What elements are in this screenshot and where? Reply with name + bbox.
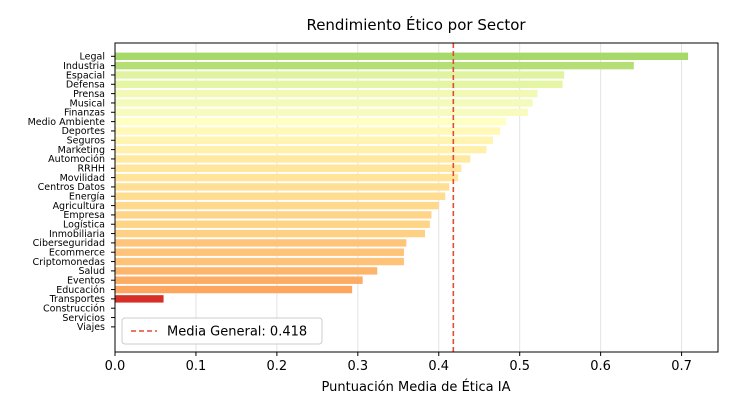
plot-frame (114, 42, 719, 353)
y-tick-label: Deportes (62, 126, 105, 137)
bars (115, 52, 689, 303)
legend-box (121, 317, 323, 345)
bar (115, 192, 446, 200)
y-tick-label: Movilidad (60, 173, 105, 184)
y-tick-label: Educación (56, 285, 105, 296)
y-tick-label: Inmobiliaria (49, 229, 105, 240)
x-tick-label: 0.4 (428, 359, 449, 374)
bar (115, 239, 407, 247)
bar (115, 136, 493, 144)
bar (115, 80, 563, 88)
bar (115, 108, 528, 116)
bar (115, 71, 565, 79)
y-tick-label: Industria (63, 61, 105, 72)
bar (115, 267, 378, 275)
y-tick-label: Seguros (67, 136, 105, 147)
bar (115, 276, 363, 284)
y-tick-label: Automoción (48, 154, 105, 165)
x-tick-label: 0.7 (671, 359, 692, 374)
y-tick-label: Viajes (77, 322, 105, 333)
bar (115, 257, 404, 266)
x-tick-label: 0.0 (105, 359, 126, 374)
y-tick-label: Espacial (66, 70, 105, 81)
x-tick-label: 0.2 (267, 359, 288, 374)
bar (115, 145, 487, 154)
bar (115, 61, 634, 70)
bar (115, 211, 432, 219)
bar (115, 127, 501, 135)
y-tick-label: Servicios (62, 313, 105, 324)
y-tick-label: Construcción (43, 304, 105, 315)
y-tick-label: Criptomonedas (33, 257, 106, 268)
bar (115, 229, 425, 238)
y-tick-labels: LegalIndustriaEspacialDefensaPrensaMusic… (28, 52, 115, 333)
y-tick-label: Logística (63, 220, 105, 231)
bar (115, 52, 689, 60)
y-tick-label: Empresa (63, 210, 105, 221)
y-tick-label: Agricultura (53, 201, 105, 212)
x-tick-label: 0.6 (590, 359, 611, 374)
y-tick-label: Marketing (58, 145, 105, 156)
y-tick-label: Legal (80, 52, 105, 63)
y-tick-label: Medio Ambiente (28, 117, 106, 128)
bar (115, 117, 506, 126)
bar (115, 155, 471, 163)
legend-label: Media General: 0.418 (167, 325, 307, 340)
y-tick-label: Finanzas (64, 108, 105, 119)
x-tick-label: 0.1 (186, 359, 207, 374)
bar (115, 173, 459, 182)
y-tick-label: Transportes (49, 294, 105, 305)
bar (115, 248, 404, 256)
bar (115, 295, 164, 303)
y-tick-label: Ciberseguridad (33, 238, 105, 249)
y-tick-label: RRHH (78, 164, 106, 175)
bar (115, 99, 533, 107)
bar (115, 89, 538, 98)
bar (115, 201, 439, 210)
legend: Media General: 0.418 (121, 317, 323, 345)
y-tick-label: Musical (70, 98, 106, 109)
x-tick-label: 0.5 (509, 359, 530, 374)
bar (115, 183, 450, 191)
bar (115, 285, 353, 294)
bar (115, 164, 462, 172)
y-tick-label: Ecommerce (49, 248, 105, 259)
x-tick-label: 0.3 (347, 359, 368, 374)
y-tick-label: Centros Datos (38, 182, 105, 193)
chart-title: Rendimiento Ético por Sector (306, 15, 526, 34)
y-tick-label: Prensa (73, 89, 105, 100)
bar (115, 220, 430, 228)
y-tick-label: Defensa (66, 80, 105, 91)
x-tick-labels: 0.0 0.1 0.2 0.3 0.4 0.5 0.6 0.7 (105, 352, 692, 374)
x-axis-label: Puntuación Media de Ética IA (322, 379, 511, 395)
y-tick-label: Salud (78, 266, 105, 277)
y-tick-label: Eventos (67, 276, 105, 287)
y-tick-label: Energía (69, 192, 105, 203)
